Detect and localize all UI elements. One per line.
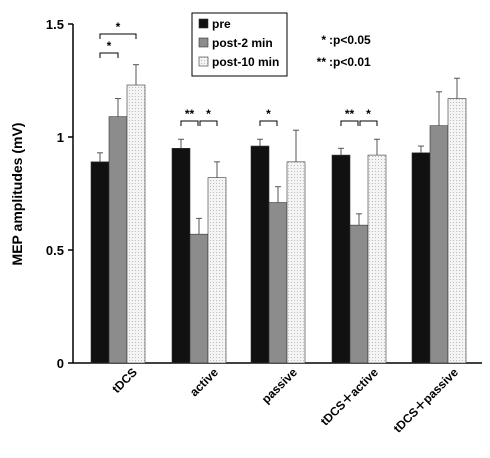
sig-legend-symbol-2: ** (317, 55, 327, 69)
legend-label: post-10 min (212, 55, 279, 69)
legend-label: pre (212, 17, 231, 31)
significance-bracket (99, 52, 119, 58)
bar-post-2-min-1 (189, 233, 209, 364)
bar-post-2-min-0 (108, 116, 128, 364)
bar-pre-4 (411, 152, 431, 364)
bar-post-2-min-3 (349, 224, 369, 364)
y-tick-label: 1 (57, 130, 64, 145)
significance-label: * (107, 39, 112, 53)
bar-post-2-min-4 (429, 125, 449, 364)
significance-bracket (199, 120, 218, 126)
bar-pre-1 (171, 148, 191, 364)
sig-legend-symbol-1: * (321, 33, 326, 47)
y-axis-title: MEP amplitudes (mV) (9, 123, 25, 266)
bar-pre-3 (331, 154, 351, 364)
bar-post-10-min-0 (126, 84, 146, 364)
bar-post-10-min-3 (367, 154, 387, 364)
bar-pre-0 (90, 161, 110, 364)
legend: pre post-2 min post-10 min (191, 12, 288, 77)
bar-pre-2 (250, 145, 270, 364)
bar-post-10-min-2 (286, 161, 306, 364)
legend-swatch (198, 56, 209, 67)
legend-label: post-2 min (212, 36, 273, 50)
significance-label: ** (345, 107, 355, 121)
y-tick-label: 0.5 (46, 243, 64, 258)
legend-swatch (198, 37, 209, 48)
legend-swatch (198, 18, 209, 29)
significance-bracket (99, 33, 137, 39)
significance-bracket (259, 120, 278, 126)
category-label: active (187, 365, 221, 399)
category-label: tDCS (109, 365, 140, 396)
category-label: tDCS＋active (318, 365, 381, 428)
significance-label: * (366, 107, 371, 121)
significance-bracket (180, 120, 199, 126)
significance-label: * (206, 107, 211, 121)
significance-bracket (340, 120, 359, 126)
y-tick-label: 1.5 (46, 17, 64, 32)
significance-label: ** (185, 107, 195, 121)
bar-post-10-min-4 (447, 98, 467, 364)
significance-legend: * :p<0.05 ** :p<0.01 (317, 33, 371, 69)
significance-bracket (359, 120, 378, 126)
bar-post-10-min-1 (207, 177, 227, 364)
category-label: tDCS＋passive (391, 365, 461, 435)
bar-post-2-min-2 (268, 202, 288, 364)
significance-label: * (266, 107, 271, 121)
y-tick-label: 0 (57, 356, 64, 371)
category-label: passive (259, 365, 300, 406)
significance-label: * (116, 20, 121, 34)
sig-legend-text-1: :p<0.05 (329, 33, 371, 47)
sig-legend-text-2: :p<0.01 (329, 55, 371, 69)
